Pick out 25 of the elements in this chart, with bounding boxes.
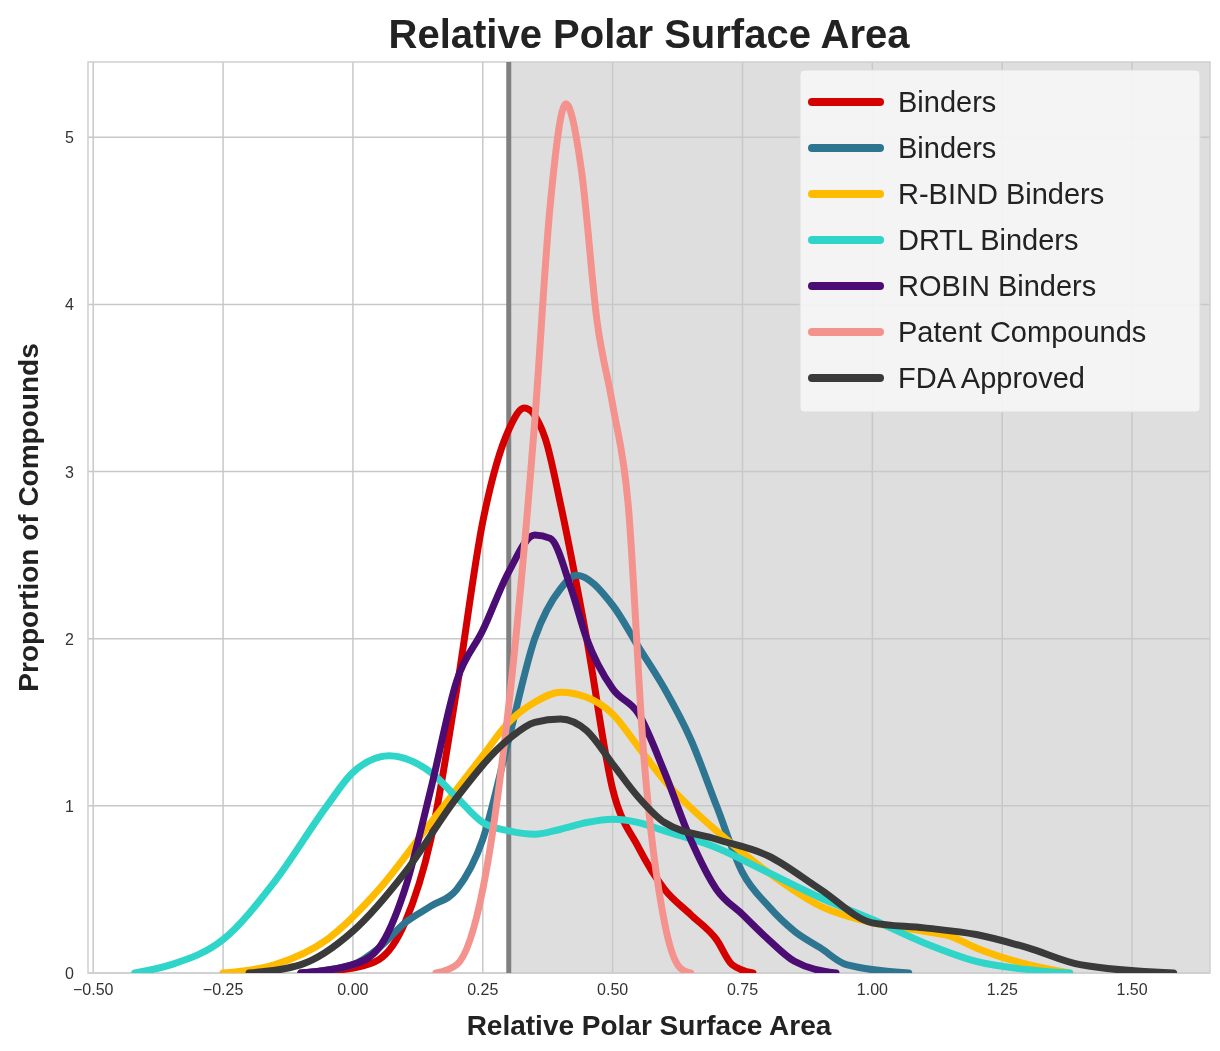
chart-title: Relative Polar Surface Area: [388, 12, 911, 56]
y-tick-label: 5: [65, 129, 75, 147]
x-tick-label: 0.75: [726, 981, 759, 998]
x-tick-label: 0.50: [597, 981, 629, 998]
x-tick-label: 0.00: [337, 981, 369, 998]
y-tick-label: 2: [65, 630, 75, 648]
x-tick-label: 1.50: [1116, 981, 1148, 998]
x-tick-label: −0.25: [202, 981, 244, 998]
x-axis-title: Relative Polar Surface Area: [466, 1010, 832, 1041]
y-tick-label: 0: [65, 965, 75, 982]
legend-label: Binders: [898, 132, 997, 164]
legend-label: Binders: [898, 86, 997, 118]
x-tick-label: 1.25: [986, 981, 1018, 998]
legend-label: Patent Compounds: [898, 316, 1147, 348]
y-tick-label: 3: [65, 463, 75, 481]
x-tick-label: 1.00: [856, 981, 889, 998]
legend-label: R-BIND Binders: [898, 178, 1105, 210]
legend-label: ROBIN Binders: [898, 270, 1097, 302]
legend-label: FDA Approved: [898, 362, 1085, 394]
y-tick-label: 4: [65, 296, 75, 314]
x-tick-label: −0.50: [72, 981, 114, 998]
legend-label: DRTL Binders: [898, 224, 1079, 256]
x-tick-label: 0.25: [467, 981, 499, 998]
y-axis-title: Proportion of Compounds: [13, 343, 44, 692]
y-tick-label: 1: [65, 797, 75, 815]
